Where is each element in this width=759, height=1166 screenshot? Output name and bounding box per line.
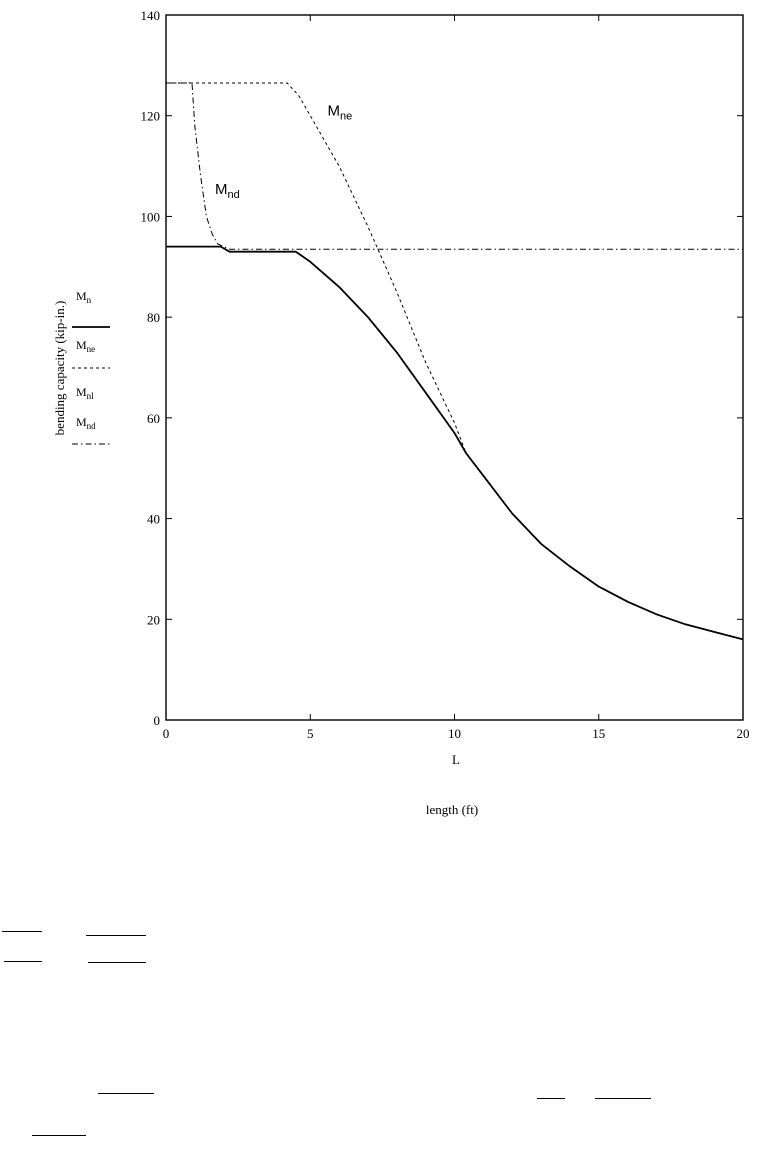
y-tick-label: 60 [147, 411, 160, 426]
y-tick-label: 80 [147, 310, 160, 325]
x-axis-secondary-label: length (ft) [426, 802, 478, 817]
fraction-bar [2, 931, 42, 932]
x-tick-label: 10 [448, 726, 461, 741]
series-line-mne [166, 82, 467, 454]
y-tick-label: 120 [141, 109, 161, 124]
fraction-bar [4, 961, 42, 962]
fraction-bar [86, 935, 146, 936]
y-tick-label: 100 [141, 209, 161, 224]
legend-label-mnd: Mnd [76, 415, 96, 431]
fraction-bar [98, 1093, 154, 1094]
legend-label-mn: Mn [76, 289, 92, 305]
y-tick-label: 20 [147, 612, 160, 627]
ticks-layer: 0 5 10 15 20 0 20 40 60 80 100 120 140 [141, 8, 750, 741]
curve-label-mne: Mne [328, 103, 353, 123]
fraction-bar [32, 1135, 86, 1136]
x-tick-label: 20 [737, 726, 750, 741]
y-tick-label: 40 [147, 512, 160, 527]
x-axis-label: L [452, 752, 460, 767]
legend-label-mne: Mne [76, 338, 95, 354]
series-layer [166, 82, 744, 641]
series-line-mn [166, 245, 744, 641]
fraction-bar [537, 1098, 565, 1099]
legend-label-mnl: Mnl [76, 385, 94, 401]
y-tick-label: 140 [141, 8, 161, 23]
y-axis-label: bending capacity (kip-in.) [52, 301, 67, 436]
series-line-mnd [166, 82, 743, 250]
legend-layer: Mn Mne Mnl Mnd [72, 289, 110, 445]
x-tick-label: 5 [307, 726, 314, 741]
fraction-bar [595, 1098, 651, 1099]
annotation-layer: Mne Mnd [215, 103, 352, 201]
x-tick-label: 0 [163, 726, 170, 741]
x-tick-label: 15 [592, 726, 605, 741]
curve-label-mnd: Mnd [215, 181, 240, 201]
fraction-bar [88, 962, 146, 963]
y-tick-label: 0 [154, 713, 161, 728]
